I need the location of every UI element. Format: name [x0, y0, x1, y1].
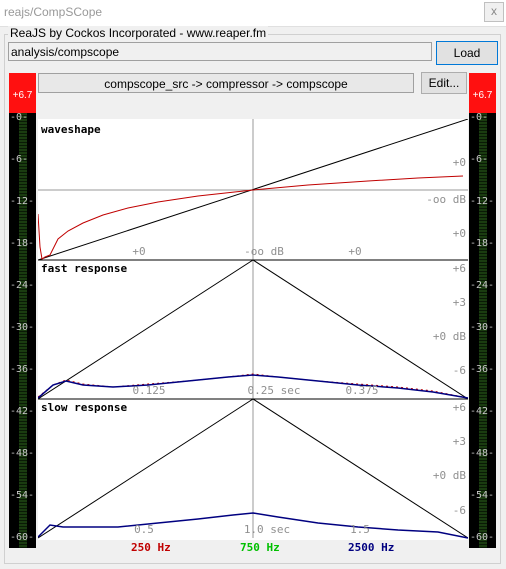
- right-meter-scale: -0- -6- -12- -18- -24- -30- -36- -42- -4…: [470, 112, 494, 543]
- envelope-line: [37, 259, 254, 400]
- waveshape-bottom-label: -oo dB: [244, 245, 284, 258]
- meter-tick: -0-: [10, 112, 28, 123]
- meter-tick: -48-: [470, 448, 494, 459]
- meter-tick: -54-: [470, 490, 494, 501]
- edit-button[interactable]: Edit...: [421, 72, 467, 94]
- left-meter-scale: -0- -6- -12- -18- -24- -30- -36- -42- -4…: [10, 112, 34, 543]
- scope-canvas: waveshape +0 -oo dB +0 +0 -oo dB +0 fast…: [37, 118, 469, 539]
- fx-chain-display: compscope_src -> compressor -> compscope: [38, 73, 414, 93]
- fast-2500hz-curve: [37, 374, 469, 399]
- meter-tick: -12-: [10, 196, 34, 207]
- slow-bottom-label: 1.5: [350, 523, 370, 536]
- load-button[interactable]: Load: [436, 41, 498, 65]
- slow-response-title: slow response: [41, 401, 127, 414]
- script-path-field[interactable]: analysis/compscope: [8, 42, 432, 61]
- left-meter-bar: [19, 113, 27, 548]
- fast-bottom-label: 0.125: [132, 384, 165, 397]
- meter-tick: -24-: [470, 280, 494, 291]
- slow-right-label: +0 dB: [433, 469, 466, 482]
- meter-tick: -36-: [470, 364, 494, 375]
- meter-tick: -18-: [10, 238, 34, 249]
- waveshape-curve: [37, 175, 464, 260]
- fast-response-title: fast response: [41, 262, 127, 275]
- waveshape-panel: waveshape +0 -oo dB +0 +0 -oo dB +0: [37, 118, 469, 261]
- meter-tick: -60-: [470, 532, 494, 543]
- slow-response-panel: slow response +6 +3 +0 dB -6 0.5 1.0 sec…: [37, 398, 469, 539]
- waveshape-bottom-label: +0: [132, 245, 145, 258]
- compscope-display: waveshape +0 -oo dB +0 +0 -oo dB +0 fast…: [37, 118, 469, 540]
- left-level-meter: +6.7 -0- -6- -12- -18- -24- -30- -36- -4…: [9, 73, 36, 548]
- fast-bottom-label: 0.375: [345, 384, 378, 397]
- right-meter-bar: [479, 113, 487, 548]
- meter-tick: -12-: [470, 196, 494, 207]
- fast-right-label: +0 dB: [433, 330, 466, 343]
- left-peak-value: +6.7: [12, 90, 33, 101]
- meter-tick: -48-: [10, 448, 34, 459]
- slow-right-label: -6: [453, 504, 466, 517]
- meter-tick: -60-: [10, 532, 34, 543]
- envelope-line: [37, 398, 254, 539]
- legend-750hz: 750 Hz: [240, 541, 280, 554]
- slow-right-label: +3: [453, 435, 466, 448]
- waveshape-right-label: +0: [453, 156, 466, 169]
- envelope-line: [252, 259, 469, 400]
- meter-tick: -42-: [470, 406, 494, 417]
- meter-tick: -6-: [470, 154, 488, 165]
- group-label: ReaJS by Cockos Incorporated - www.reape…: [8, 26, 269, 40]
- meter-tick: -0-: [470, 112, 488, 123]
- waveshape-title: waveshape: [41, 123, 101, 136]
- envelope-line: [252, 398, 469, 539]
- meter-tick: -18-: [470, 238, 494, 249]
- slow-response-curve: [37, 512, 469, 539]
- title-bar: reajs/CompSCope x: [0, 0, 506, 27]
- legend-2500hz: 2500 Hz: [348, 541, 395, 554]
- meter-tick: -30-: [10, 322, 34, 333]
- waveshape-bottom-label: +0: [348, 245, 361, 258]
- window-title: reajs/CompSCope: [4, 5, 103, 19]
- fast-response-panel: fast response +6 +3 +0 dB -6 0.125 0.25 …: [37, 259, 469, 400]
- right-peak-indicator[interactable]: +6.7: [469, 73, 496, 113]
- meter-tick: -24-: [10, 280, 34, 291]
- fast-right-label: -6: [453, 364, 466, 377]
- meter-tick: -6-: [10, 154, 28, 165]
- slow-right-label: +6: [453, 401, 466, 414]
- right-peak-value: +6.7: [472, 90, 493, 101]
- legend-250hz: 250 Hz: [131, 541, 171, 554]
- fast-bottom-label: 0.25 sec: [248, 384, 301, 397]
- left-peak-indicator[interactable]: +6.7: [9, 73, 36, 113]
- meter-tick: -42-: [10, 406, 34, 417]
- fast-right-label: +6: [453, 262, 466, 275]
- waveshape-right-label: +0: [453, 227, 466, 240]
- slow-bottom-label: 1.0 sec: [244, 523, 290, 536]
- meter-tick: -36-: [10, 364, 34, 375]
- fast-right-label: +3: [453, 296, 466, 309]
- slow-bottom-label: 0.5: [134, 523, 154, 536]
- meter-tick: -54-: [10, 490, 34, 501]
- meter-tick: -30-: [470, 322, 494, 333]
- close-button[interactable]: x: [484, 2, 504, 22]
- right-level-meter: +6.7 -0- -6- -12- -18- -24- -30- -36- -4…: [469, 73, 496, 548]
- waveshape-right-label: -oo dB: [426, 193, 466, 206]
